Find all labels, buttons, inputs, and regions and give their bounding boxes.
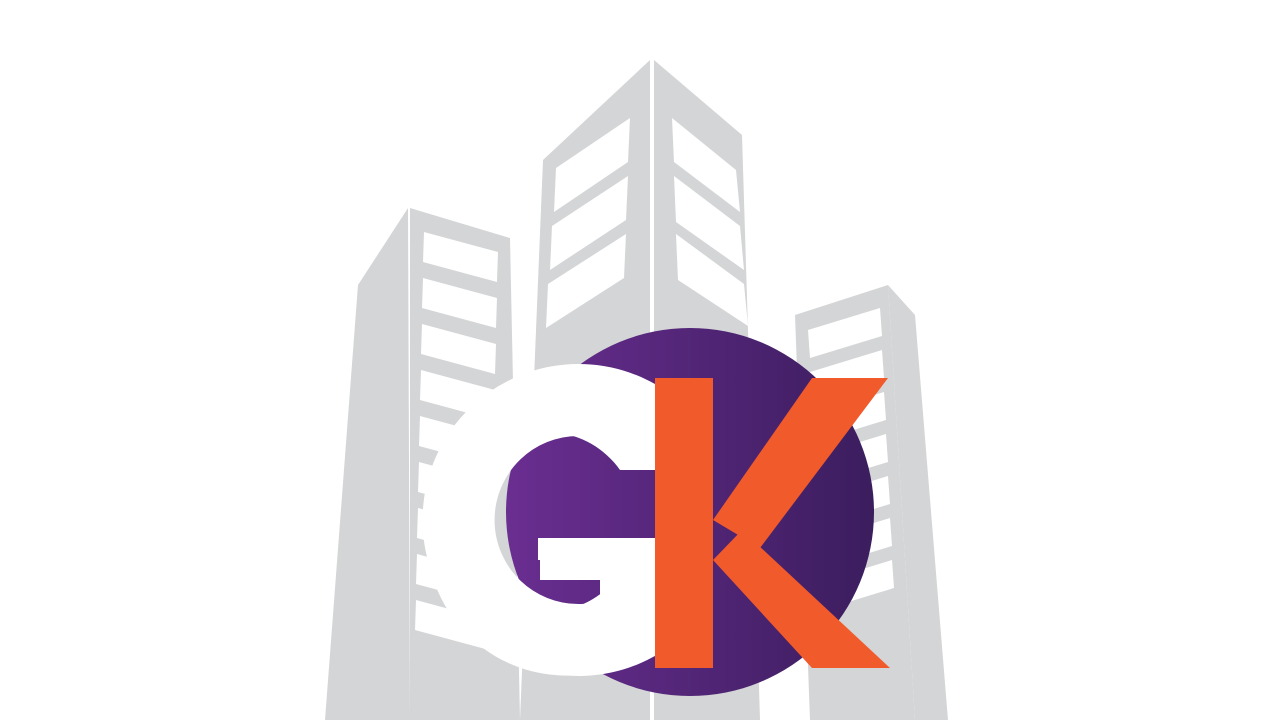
letter-g xyxy=(422,364,702,676)
right-building-side xyxy=(888,285,948,720)
left-building xyxy=(325,208,410,720)
letter-k xyxy=(655,378,890,668)
